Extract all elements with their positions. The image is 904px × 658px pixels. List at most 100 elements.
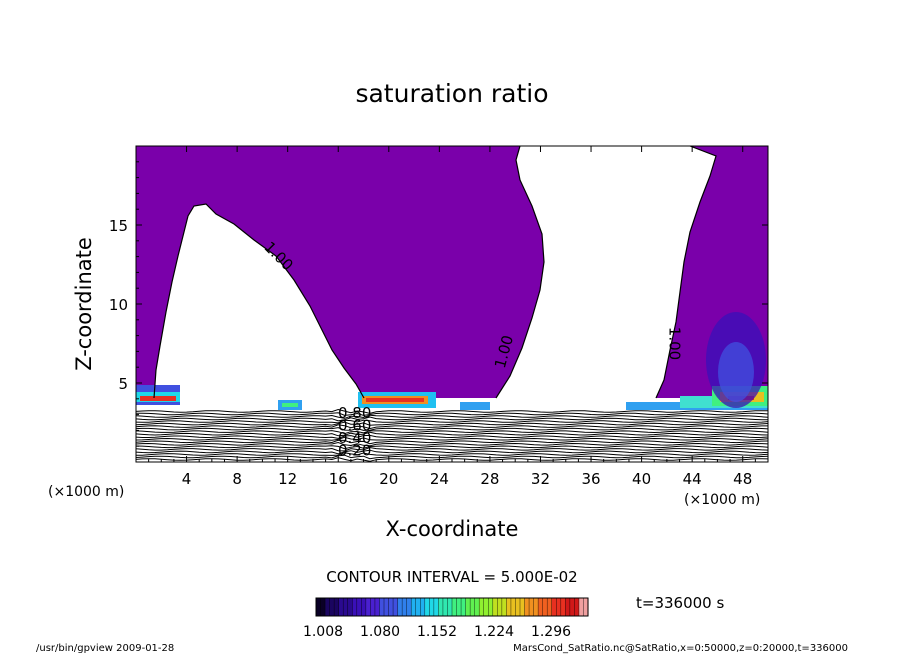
colorbar-swatch [406,598,412,616]
colorbar-swatch [393,598,399,616]
contour-line [136,452,768,456]
colorbar-swatch [488,598,494,616]
colorbar-swatch [524,598,530,616]
colorbar-swatch [442,598,449,616]
x-axis-label: X-coordinate [386,517,519,541]
contour-line [136,434,768,439]
contour-line [136,424,768,430]
colorbar-swatch [465,598,471,616]
y-axis: 5 10 15 [109,161,768,447]
contour-line [136,441,768,447]
x-tick-label: 16 [329,470,348,488]
x-tick-label: 4 [182,470,192,488]
x-unit-left: (×1000 m) [48,484,124,500]
contour-line [136,454,768,460]
contour-line [136,449,768,455]
y-tick-label: 10 [109,296,128,314]
color-bands [136,312,768,410]
colorbar-swatch [470,598,476,616]
colorbar-tick-label: 1.296 [531,624,571,640]
contour-line [136,439,768,445]
plot-area: 1.001.00 1.000.200.400.600.80 [136,146,768,462]
colorbar-swatch [483,598,489,616]
colorbar-swatch [352,598,358,616]
colorbar-swatch [560,598,566,616]
colorbar-swatch [397,598,403,616]
colorbar-swatch [343,598,349,616]
x-tick-label: 28 [480,470,499,488]
x-tick-label: 20 [379,470,398,488]
colorbar-swatch [565,598,571,616]
colorbar-swatch [374,598,381,616]
contour-lines [136,408,768,462]
x-tick-label: 12 [278,470,297,488]
colorbar-swatch [361,598,367,616]
chart-title: saturation ratio [355,79,548,108]
colorbar-swatch [433,598,439,616]
contour-label: 0.80 [338,404,371,422]
colorbar-swatch [474,598,480,616]
colorbar-swatch [556,598,562,616]
contour-line [136,412,768,416]
colorbar-swatch [438,598,444,616]
colorbar-swatch [334,598,340,616]
colorbar-swatch [379,598,385,616]
x-tick-label: 32 [531,470,550,488]
unsaturated-region-left [154,204,364,398]
colorbar-swatch [547,598,553,616]
colorbar-swatch [347,598,353,616]
colorbar-swatch [325,598,331,616]
colorbar [315,598,589,616]
contour-label: 1.00 [665,327,683,360]
footer-left: /usr/bin/gpview 2009-01-28 [36,643,174,654]
x-axis: 4 8 12 16 20 24 28 32 36 40 44 48 [148,146,756,488]
colorbar-frame [315,597,589,617]
x-tick-label: 44 [683,470,702,488]
colorbar-swatch [578,598,585,616]
colorbar-swatch [533,598,539,616]
colorbar-swatch [515,598,521,616]
colorbar-swatch [452,598,458,616]
colorbar-tick-label: 1.224 [474,624,514,640]
colorbar-swatch [456,598,462,616]
contour-line [136,427,768,431]
colorbar-swatch [479,598,485,616]
contour-line [136,408,768,414]
colorbar-swatch [370,598,376,616]
colorbar-tick-label: 1.080 [360,624,400,640]
contour-1-00 [153,146,717,399]
colorbar-ticks: 1.008 1.080 1.152 1.224 1.296 [303,624,571,640]
colorbar-swatch [338,598,344,616]
colorbar-tick-label: 1.008 [303,624,343,640]
time-label: t=336000 s [636,594,724,612]
x-tick-label: 8 [232,470,242,488]
contour-line [136,421,768,426]
contour-line [136,446,768,452]
colorbar-swatch [365,598,371,616]
colorbar-swatch [497,598,503,616]
unsaturated-patch [186,346,198,358]
colorbar-swatch [329,598,335,616]
y-axis-label: Z-coordinate [72,237,96,371]
contour-label: 0.60 [338,416,371,434]
colorbar-swatch [506,598,512,616]
colorbar-tick-label: 1.152 [417,624,457,640]
x-tick-label: 40 [632,470,651,488]
colorbar-swatch [492,598,498,616]
colorbar-swatch [510,598,517,616]
contour-line [136,416,768,422]
contour-line [136,457,768,462]
colorbar-swatch [420,598,426,616]
colorbar-swatch [388,598,394,616]
contour-line [136,445,768,450]
colorbar-swatch [415,598,421,616]
colorbar-swatch [551,598,557,616]
colorbar-swatch [384,598,390,616]
colorbar-swatch [501,598,507,616]
footer-right: MarsCond_SatRatio.nc@SatRatio,x=0:50000,… [513,643,848,654]
x-tick-label: 24 [430,470,449,488]
colorbar-swatch [583,598,589,616]
contour-line [136,419,768,424]
x-tick-label: 36 [581,470,600,488]
